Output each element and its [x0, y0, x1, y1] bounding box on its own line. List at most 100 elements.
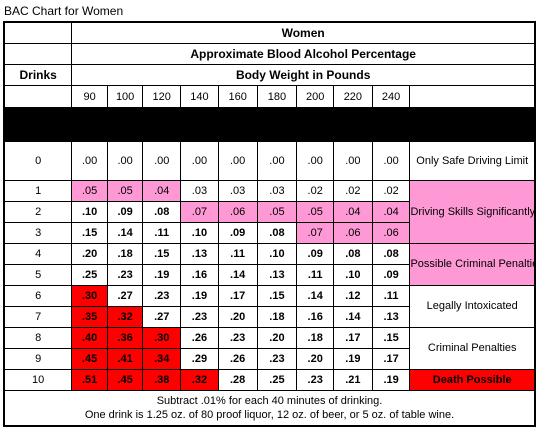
bac-value: .13 — [256, 264, 298, 286]
zone-legally-intoxicated-label: Legally Intoxicated — [409, 285, 536, 328]
bac-value: .04 — [332, 201, 373, 223]
bac-value: .09 — [371, 264, 411, 286]
bac-value: .18 — [106, 243, 144, 265]
bac-value: .14 — [296, 285, 334, 307]
bac-value: .12 — [332, 285, 373, 307]
bac-value: .18 — [256, 306, 298, 328]
bac-value: .00 — [71, 141, 108, 181]
bac-value: .16 — [180, 264, 219, 286]
bac-value: .25 — [71, 264, 108, 286]
weights-right-blank — [409, 85, 536, 108]
bac-value: .16 — [296, 306, 334, 328]
table-footnote: Subtract .01% for each 40 minutes of dri… — [3, 390, 536, 427]
bac-value: .23 — [217, 327, 258, 349]
table-row: 6 .30 .27 .23 .19 .17 .15 .14 .12 .11 Le… — [3, 285, 536, 328]
table-row: 10 .51 .45 .38 .32 .28 .25 .23 .21 .19 D… — [3, 369, 536, 391]
bac-value: .15 — [71, 222, 108, 244]
bac-value: .00 — [256, 141, 298, 181]
bac-value: .36 — [106, 327, 144, 349]
bac-value: .08 — [142, 201, 182, 223]
bac-value: .15 — [371, 327, 411, 349]
bac-value: .30 — [71, 285, 108, 307]
bac-value: .14 — [332, 306, 373, 328]
bac-value: .11 — [296, 264, 334, 286]
bac-value: .19 — [180, 285, 219, 307]
bac-value: .00 — [296, 141, 334, 181]
bac-value: .28 — [217, 369, 258, 391]
zone-death-label: Death Possible — [409, 369, 536, 391]
bac-value: .04 — [142, 180, 182, 202]
bac-value: .23 — [180, 306, 219, 328]
bac-value: .09 — [296, 243, 334, 265]
bac-value: .03 — [256, 180, 298, 202]
bac-value: .32 — [106, 306, 144, 328]
black-divider-band — [3, 107, 536, 142]
bac-value: .11 — [217, 243, 258, 265]
drinks-count: 1 — [3, 180, 73, 202]
bac-value: .14 — [217, 264, 258, 286]
bac-value: .27 — [106, 285, 144, 307]
bac-value: .23 — [142, 285, 182, 307]
bac-value: .11 — [142, 222, 182, 244]
bac-value: .20 — [217, 306, 258, 328]
bac-value: .40 — [71, 327, 108, 349]
drinks-count: 7 — [3, 306, 73, 328]
bac-value: .10 — [256, 243, 298, 265]
bac-value: .02 — [296, 180, 334, 202]
bac-value: .06 — [217, 201, 258, 223]
weight-120: 120 — [142, 85, 182, 108]
weight-160: 160 — [217, 85, 258, 108]
bac-value: .05 — [71, 180, 108, 202]
bac-value: .10 — [71, 201, 108, 223]
bac-value: .00 — [142, 141, 182, 181]
bac-value: .09 — [106, 201, 144, 223]
table-title: Women — [71, 21, 536, 44]
drinks-count: 0 — [3, 141, 73, 181]
bac-value: .00 — [106, 141, 144, 181]
table-row: 9 .45 .41 .34 .29 .26 .23 .20 .19 .17 — [3, 348, 535, 370]
bac-value: .21 — [332, 369, 373, 391]
bac-value: .15 — [256, 285, 298, 307]
bac-value: .23 — [296, 369, 334, 391]
weight-220: 220 — [332, 85, 373, 108]
bac-value: .51 — [71, 369, 108, 391]
table-row: 0 .00 .00 .00 .00 .00 .00 .00 .00 .00 On… — [3, 141, 536, 181]
bac-value: .34 — [142, 348, 182, 370]
bac-value: .00 — [180, 141, 219, 181]
bac-value: .14 — [106, 222, 144, 244]
weights-corner — [3, 85, 73, 108]
bac-value: .18 — [296, 327, 334, 349]
bac-value: .41 — [106, 348, 144, 370]
chart-caption: BAC Chart for Women — [4, 4, 124, 18]
bac-value: .26 — [217, 348, 258, 370]
drinks-count: 9 — [3, 348, 73, 370]
bac-value: .27 — [142, 306, 182, 328]
bac-value: .20 — [296, 348, 334, 370]
drinks-header: Drinks — [3, 64, 73, 86]
bac-value: .06 — [371, 222, 411, 244]
bac-value: .45 — [71, 348, 108, 370]
bac-value: .20 — [71, 243, 108, 265]
bac-value: .25 — [256, 369, 298, 391]
bac-table: Women Approximate Blood Alcohol Percenta… — [3, 21, 536, 427]
bac-value: .05 — [256, 201, 298, 223]
bac-value: .03 — [217, 180, 258, 202]
drinks-count: 6 — [3, 285, 73, 307]
bac-value: .08 — [332, 243, 373, 265]
bac-value: .10 — [332, 264, 373, 286]
table-subtitle: Approximate Blood Alcohol Percentage — [71, 43, 536, 65]
table-row: 8 .40 .36 .30 .26 .23 .20 .18 .17 .15 Cr… — [3, 327, 536, 370]
bac-value: .17 — [217, 285, 258, 307]
table-row: 4 .20 .18 .15 .13 .11 .10 .09 .08 .08 Po… — [3, 243, 536, 286]
zone-criminal-penalties-label: Criminal Penalties — [409, 327, 536, 370]
drinks-count: 4 — [3, 243, 73, 265]
drinks-count: 2 — [3, 201, 73, 223]
bac-value: .00 — [332, 141, 373, 181]
bac-value: .02 — [332, 180, 373, 202]
bac-value: .10 — [180, 222, 219, 244]
bac-value: .07 — [296, 222, 334, 244]
bac-value: .35 — [71, 306, 108, 328]
bac-value: .30 — [142, 327, 182, 349]
zone-impaired-label: Driving Skills Significantly Affected — [409, 180, 536, 244]
bac-value: .38 — [142, 369, 182, 391]
